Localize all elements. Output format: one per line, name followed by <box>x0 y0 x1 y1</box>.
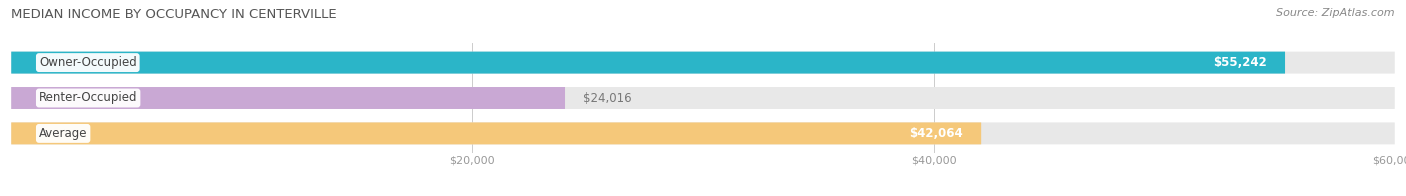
Text: Owner-Occupied: Owner-Occupied <box>39 56 136 69</box>
Text: $42,064: $42,064 <box>910 127 963 140</box>
FancyBboxPatch shape <box>11 52 1395 74</box>
Text: $24,016: $24,016 <box>583 92 633 104</box>
FancyBboxPatch shape <box>11 52 1285 74</box>
Text: $55,242: $55,242 <box>1213 56 1267 69</box>
FancyBboxPatch shape <box>11 122 981 144</box>
Text: Source: ZipAtlas.com: Source: ZipAtlas.com <box>1277 8 1395 18</box>
FancyBboxPatch shape <box>11 87 565 109</box>
Text: Renter-Occupied: Renter-Occupied <box>39 92 138 104</box>
FancyBboxPatch shape <box>11 87 1395 109</box>
Text: MEDIAN INCOME BY OCCUPANCY IN CENTERVILLE: MEDIAN INCOME BY OCCUPANCY IN CENTERVILL… <box>11 8 337 21</box>
Text: Average: Average <box>39 127 87 140</box>
FancyBboxPatch shape <box>11 122 1395 144</box>
